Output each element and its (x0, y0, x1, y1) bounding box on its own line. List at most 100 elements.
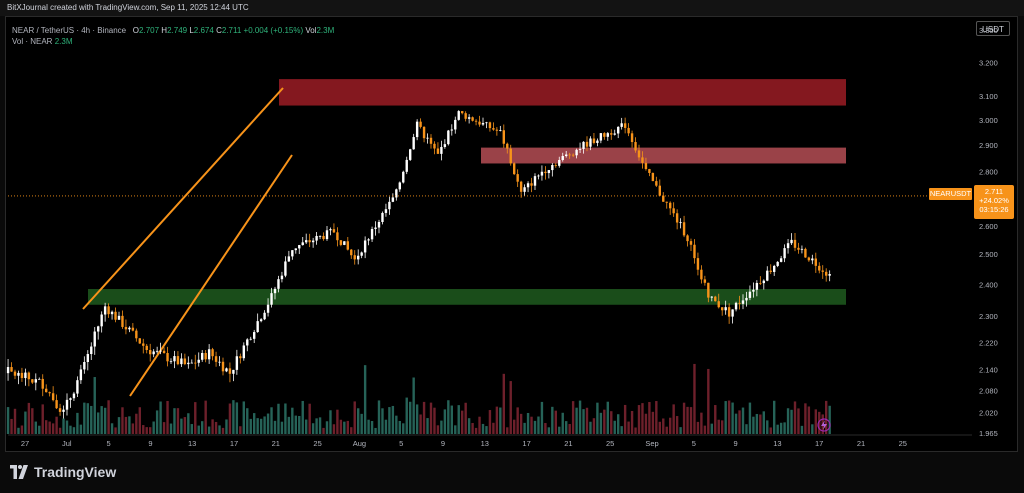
currency-button[interactable]: USDT (976, 21, 1010, 36)
volume-bar (211, 419, 214, 434)
candle-body (641, 157, 644, 163)
volume-bar (138, 407, 141, 434)
candle-body (603, 133, 606, 137)
volume-bar (419, 414, 422, 434)
candle-body (426, 137, 429, 139)
x-tick-label: 13 (188, 439, 196, 448)
candle-body (519, 181, 523, 192)
candle-body (436, 148, 440, 154)
volume-bar (27, 402, 31, 434)
candle-body (537, 175, 540, 177)
candle-body (811, 258, 814, 261)
high-value: 2.749 (167, 26, 188, 35)
candle-body (121, 315, 124, 327)
candle-body (714, 296, 717, 302)
volume-bar (651, 411, 655, 434)
volume-bar (422, 401, 426, 434)
candle-body (669, 202, 672, 209)
close-value: 2.711 (221, 26, 242, 35)
volume-bar (398, 420, 401, 434)
y-tick-label: 2.400 (979, 280, 998, 289)
volume-bar (565, 421, 568, 434)
volume-bar (447, 400, 450, 434)
candle-body (107, 306, 110, 315)
candle-body (447, 130, 450, 145)
volume-bar (107, 400, 110, 434)
candle-body (481, 123, 485, 125)
candle-body (779, 258, 783, 262)
last-price-box: 2.711 +24.02% 03:15:26 (974, 185, 1014, 219)
volume-bar (433, 407, 436, 434)
volume-bar (790, 409, 793, 434)
tradingview-brand[interactable]: TradingView (10, 464, 116, 480)
candle-body (488, 122, 492, 129)
price-axis (972, 17, 1017, 451)
candle-body (353, 255, 356, 260)
y-tick-label: 3.300 (979, 26, 998, 35)
candle-body (558, 160, 561, 166)
volume-bar (519, 413, 523, 434)
volume-bar (353, 401, 356, 434)
volume-bar (402, 423, 405, 434)
volume-bar (779, 422, 783, 434)
price-chart[interactable]: 3.3003.2003.1003.0002.9002.8002.7002.600… (0, 0, 1024, 452)
candle-body (100, 314, 103, 327)
volume-bar (128, 416, 131, 434)
volume-bar (592, 418, 596, 434)
volume-bar (409, 401, 412, 434)
zone-lower-resistance (481, 147, 846, 164)
candle-body (461, 111, 464, 114)
volume-bar (481, 423, 485, 434)
candle-body (783, 248, 786, 259)
volume-bar (485, 426, 488, 434)
volume-bar (322, 427, 325, 434)
candle-body (589, 138, 592, 147)
candle-body (530, 183, 533, 186)
candle-body (315, 235, 318, 241)
x-tick-label: 9 (734, 439, 738, 448)
volume-bar (388, 407, 391, 434)
candle-body (280, 275, 284, 280)
volume-bar (381, 408, 384, 434)
candle-body (412, 137, 415, 150)
volume-bar (679, 427, 682, 434)
candle-body (696, 258, 700, 270)
lightning-icon (817, 418, 831, 432)
candle-body (724, 307, 727, 311)
volume-bar (97, 412, 100, 434)
candle-body (273, 288, 277, 294)
candle-body (173, 356, 176, 362)
candle-body (492, 128, 495, 130)
candle-body (391, 197, 395, 202)
x-tick-label: 9 (441, 439, 445, 448)
candle-body (682, 222, 686, 236)
volume-bar (415, 404, 419, 434)
volume-bar (738, 410, 741, 434)
volume-bar (228, 403, 232, 434)
candle-body (370, 229, 374, 240)
candle-body (329, 229, 332, 231)
volume-bar (558, 426, 561, 434)
x-tick-label: 21 (564, 439, 572, 448)
candle-body (270, 293, 273, 305)
candle-body (623, 123, 627, 128)
candle-body (710, 296, 713, 298)
volume-bar (266, 413, 270, 434)
volume-bar (93, 377, 96, 434)
volume-bar (457, 405, 460, 434)
volume-bar (727, 400, 731, 434)
candle-body (336, 232, 339, 241)
candle-body (471, 117, 474, 121)
candle-body (363, 240, 367, 253)
candle-body (301, 242, 304, 246)
candle-body (762, 280, 765, 284)
volume-bar (686, 406, 689, 434)
volume-bar (318, 417, 322, 434)
volume-series-label: Vol · NEAR (12, 37, 53, 46)
volume-bar (759, 414, 762, 434)
candle-body (218, 361, 221, 363)
candle-body (613, 133, 616, 135)
volume-bar (346, 420, 349, 434)
volume-bar (696, 421, 700, 434)
candle-body (821, 270, 824, 272)
